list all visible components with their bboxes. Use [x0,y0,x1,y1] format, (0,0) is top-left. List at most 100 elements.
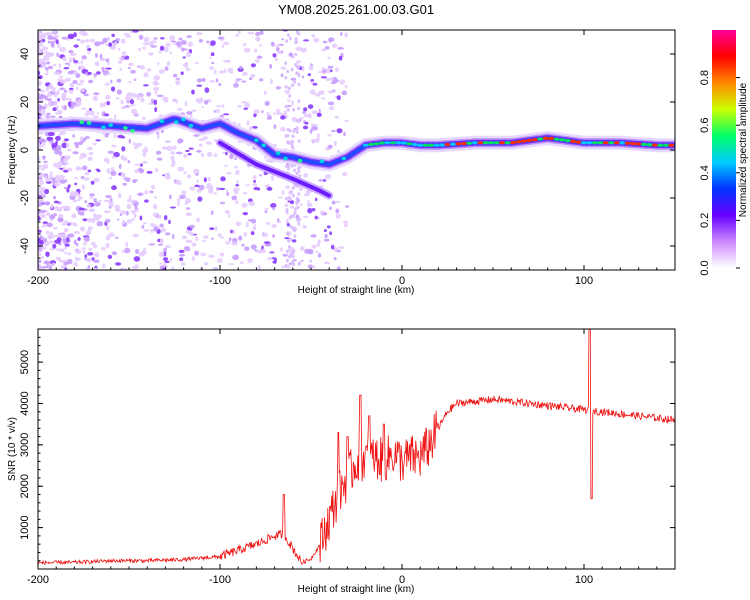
spectrogram-speckle-cell [64,251,67,254]
spectrogram-core-cell [668,143,675,147]
spectrogram-speckle-cell [219,70,224,74]
spectrogram-speckle-cell [156,82,160,85]
spectrogram-speckle-cell [164,46,169,53]
spectrogram-speckle-cell [103,101,107,107]
spectrogram-speckle-cell [75,256,78,262]
spectrogram-speckle-cell [122,182,127,186]
spectrogram-speckle-cell [186,51,191,58]
spectrogram-speckle-cell [208,254,215,258]
spectrogram-speckle-cell [153,196,158,199]
spectrogram-core-cell [276,151,281,155]
spectrogram-speckle-cell [290,190,293,194]
spectrogram-speckle-cell [38,142,41,147]
spectrogram-speckle-cell [61,106,65,110]
spectrogram-speckle-cell [45,251,50,257]
spectrogram-speckle-cell [96,221,104,227]
spectrogram-speckle-cell [118,163,122,170]
spectrogram-speckle-cell [189,186,196,191]
spectrogram-speckle-cell [94,61,100,67]
spectrogram-speckle-cell [213,192,218,195]
spectrogram-speckle-cell [72,199,78,203]
spectrogram-speckle-cell [129,99,135,105]
spectrogram-speckle-cell [131,218,135,221]
spectrogram-speckle-cell [99,53,103,59]
spectrogram-speckle-cell [266,186,273,191]
spectrogram-speckle-cell [264,207,269,211]
spectrogram-core-cell [444,143,451,147]
spectrogram-speckle-cell [250,231,255,236]
spectrogram-speckle-cell [163,215,168,221]
spectrogram-speckle-cell [243,232,247,237]
spectrogram-speckle-cell [314,215,318,220]
spectrogram-speckle-cell [270,41,275,47]
spectrogram-speckle-cell [47,131,55,137]
spectrogram-speckle-cell [114,41,118,46]
spectrogram-speckle-cell [286,69,290,74]
spectrogram-speckle-cell [245,184,250,187]
spectrogram-speckle-cell [248,201,256,207]
spectrogram-speckle-cell [77,99,81,105]
spectrogram-speckle-cell [277,50,283,55]
spectrogram-speckle-cell [73,239,77,245]
spectrogram-speckle-cell [235,169,240,176]
spectrogram-speckle-cell [181,235,188,240]
spectrogram-speckle-cell [228,263,235,266]
spectrogram-speckle-cell [248,77,253,80]
spectrogram-speckle-cell [46,92,53,98]
spectrogram-speckle-cell [152,224,157,228]
spectrogram-speckle-cell [285,39,289,43]
spectrogram-speckle-cell [85,267,90,270]
spectrogram-speckle-cell [316,133,320,138]
spectrogram-speckle-cell [142,42,150,46]
spectrogram-speckle-cell [278,43,285,46]
spectrogram-core-cell [188,124,194,128]
spectrogram-speckle-cell [259,30,264,36]
spectrogram-speckle-cell [184,101,188,107]
spectrogram-speckle-cell [53,182,61,187]
spectrogram-speckle-cell [50,41,55,48]
spectrogram-speckle-cell [335,79,340,83]
spectrogram-speckle-cell [84,112,90,117]
spectrogram-speckle-cell [196,84,203,87]
spectrogram-speckle-cell [285,218,290,225]
spectrogram-speckle-cell [326,68,331,74]
spectrogram-speckle-cell [64,138,69,142]
spectrogram-speckle-cell [318,70,323,74]
spectrogram-speckle-cell [153,86,160,91]
spectrogram-speckle-cell [136,95,140,101]
spectrogram-speckle-cell [320,210,325,215]
spectrogram-speckle-cell [178,37,183,41]
spectrogram-speckle-cell [111,144,117,148]
spectrogram-speckle-cell [171,266,175,270]
x-tick-label: 100 [575,275,593,287]
spectrogram-speckle-cell [241,203,248,208]
spectrogram-speckle-cell [179,194,186,199]
spectrogram-speckle-cell [79,30,86,36]
spectrogram-core-cell [613,141,620,145]
spectrogram-speckle-cell [180,71,184,75]
spectrogram-speckle-cell [77,237,81,241]
spectrogram-speckle-cell [133,145,138,150]
spectrogram-speckle-cell [225,151,228,156]
spectrogram-speckle-cell [45,230,50,235]
spectrogram-speckle-cell [163,247,167,254]
spectrogram-speckle-cell [270,203,277,208]
spectrogram-speckle-cell [72,222,77,225]
spectrogram-speckle-cell [221,44,224,49]
spectrogram-core-cell [657,143,664,147]
spectrogram-speckle-cell [292,107,296,112]
spectrogram-speckle-cell [72,134,75,138]
spectrogram-speckle-cell [132,142,136,146]
spectrogram-speckle-cell [285,208,289,212]
spectrogram-speckle-cell [41,266,48,269]
spectrogram-speckle-cell [280,115,286,120]
spectrogram-speckle-cell [61,259,69,263]
spectrogram-speckle-cell [344,32,349,38]
spectrogram-speckle-cell [38,195,43,198]
spectrogram-speckle-cell [170,155,175,161]
spectrogram-speckle-cell [292,259,297,262]
y-tick-label: -40 [19,238,31,254]
spectrogram-speckle-cell [162,146,168,150]
spectrogram-speckle-cell [169,35,176,41]
spectrogram-speckle-cell [130,201,135,204]
